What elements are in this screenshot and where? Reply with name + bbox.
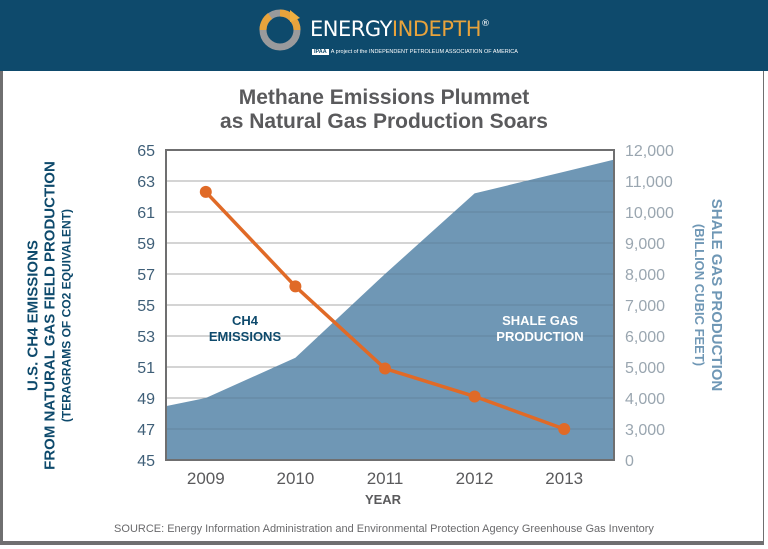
shale-gas-annotation-line2: PRODUCTION [496, 329, 583, 344]
brand-in: IN [391, 17, 413, 41]
shale-gas-area [166, 159, 614, 460]
chart-title-line1: Methane Emissions Plummet [238, 86, 530, 109]
plot-frame [165, 149, 615, 461]
registered-mark: ® [481, 19, 490, 29]
ch4-annotation-line2: EMISSIONS [209, 329, 282, 344]
ch4-annotation-line1: CH4 [232, 313, 259, 328]
right-axis-tick-label: 8,000 [625, 267, 665, 284]
left-axis-tick-label: 51 [137, 360, 155, 377]
x-axis-tick-label: 2009 [187, 469, 225, 488]
left-axis-tick-label: 65 [137, 143, 155, 160]
brand-energy: ENERGY [310, 17, 392, 41]
left-axis-tick-label: 57 [137, 267, 155, 284]
x-axis-tick-label: 2010 [276, 469, 314, 488]
right-axis-tick-label: 0 [625, 453, 634, 470]
right-axis-tick-label: 6,000 [625, 329, 665, 346]
x-axis-tick-label: 2013 [545, 469, 583, 488]
chart-title-line2: as Natural Gas Production Soars [220, 110, 548, 133]
ch4-data-point [289, 280, 302, 293]
left-axis-tick-label: 45 [137, 453, 155, 470]
ch4-points [199, 185, 571, 435]
left-axis-tick-label: 61 [137, 205, 155, 222]
x-axis-tick-label: 2011 [367, 469, 404, 488]
right-axis-tick-label: 10,000 [625, 205, 674, 222]
ch4-data-point [558, 423, 571, 435]
left-axis-tick-label: 59 [137, 236, 155, 253]
brand-wordmark: ENERGYINDEPTH® [310, 17, 490, 41]
left-axis-tick-label: 53 [137, 329, 155, 346]
x-axis-tick-label: 2012 [456, 469, 494, 488]
left-axis-ticks: 45 47 49 51 53 55 57 59 61 63 65 [137, 143, 155, 470]
brand-depth: DEPTH [412, 17, 482, 41]
left-axis-tick-label: 63 [137, 174, 155, 191]
right-axis-tick-label: 3,000 [625, 422, 665, 439]
x-axis-ticks: 2009 2010 2011 2012 2013 [187, 469, 583, 488]
right-axis-tick-label: 4,000 [625, 391, 665, 408]
right-axis-tick-label: 9,000 [625, 236, 665, 253]
tagline-text: A project of the INDEPENDENT PETROLEUM A… [330, 49, 518, 55]
header-band: ENERGYINDEPTH® IPAA A project of the INDE… [0, 0, 768, 71]
tagline: IPAA A project of the INDEPENDENT PETROLE… [312, 49, 518, 55]
ipaa-badge-icon: IPAA [312, 49, 329, 55]
shale-gas-annotation-line1: SHALE GAS [502, 313, 578, 328]
source-note: SOURCE: Energy Information Administratio… [114, 523, 654, 535]
right-axis-tick-label: 11,000 [625, 174, 673, 191]
x-axis-label: YEAR [365, 492, 402, 507]
left-axis-tick-label: 55 [137, 298, 155, 315]
right-axis-ticks: 0 3,000 4,000 5,000 6,000 7,000 8,000 9,000 10,0… [625, 143, 674, 470]
left-axis-tick-label: 49 [137, 391, 155, 408]
right-axis-tick-label: 7,000 [625, 298, 665, 315]
right-axis-tick-label: 12,000 [625, 143, 674, 160]
right-axis-tick-label: 5,000 [625, 360, 665, 377]
ch4-data-point [468, 390, 481, 403]
ch4-data-point [199, 185, 212, 198]
ch4-data-point [379, 362, 391, 375]
left-axis-tick-label: 47 [137, 422, 155, 439]
energy-in-depth-logo-icon [259, 9, 301, 51]
